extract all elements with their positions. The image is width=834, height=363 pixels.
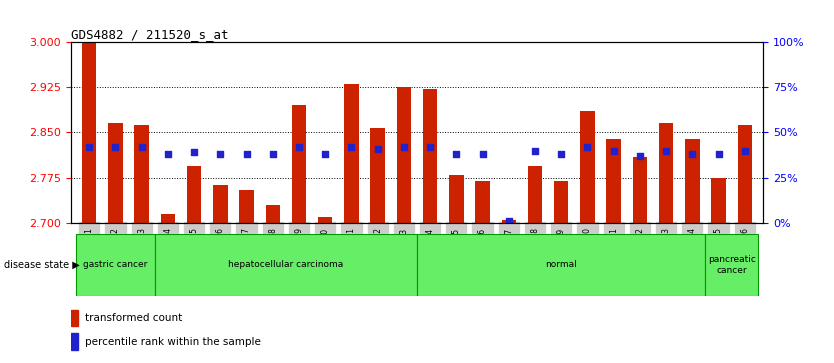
Text: pancreatic
cancer: pancreatic cancer	[708, 255, 756, 275]
Bar	[633, 157, 647, 223]
Text: percentile rank within the sample: percentile rank within the sample	[85, 337, 260, 347]
Bar	[71, 333, 78, 350]
Point	[660, 148, 673, 154]
Bar	[450, 175, 464, 223]
Point	[738, 148, 751, 154]
Bar	[318, 217, 333, 223]
Point	[188, 150, 201, 155]
Point	[450, 151, 463, 157]
Bar	[397, 87, 411, 223]
Bar	[214, 185, 228, 223]
Bar	[134, 125, 149, 223]
Bar	[501, 220, 516, 223]
Bar	[292, 105, 306, 223]
Bar	[475, 181, 490, 223]
Point	[476, 151, 490, 157]
Text: disease state ▶: disease state ▶	[4, 260, 80, 270]
Bar	[606, 139, 620, 223]
Point	[555, 151, 568, 157]
Point	[607, 148, 620, 154]
Point	[580, 144, 594, 150]
Point	[214, 151, 227, 157]
Point	[266, 151, 279, 157]
Point	[161, 151, 174, 157]
Point	[83, 144, 96, 150]
Bar	[161, 214, 175, 223]
Point	[502, 219, 515, 224]
Bar	[711, 178, 726, 223]
Point	[344, 144, 358, 150]
Point	[397, 144, 410, 150]
Text: transformed count: transformed count	[85, 313, 182, 323]
Point	[528, 148, 541, 154]
Bar	[685, 139, 700, 223]
Bar	[344, 84, 359, 223]
Point	[371, 146, 384, 152]
Text: normal: normal	[545, 261, 577, 269]
Bar	[76, 234, 155, 296]
Point	[712, 151, 726, 157]
Bar	[108, 123, 123, 223]
Bar	[554, 181, 569, 223]
Point	[686, 151, 699, 157]
Point	[108, 144, 122, 150]
Bar	[187, 166, 201, 223]
Bar	[82, 42, 97, 223]
Bar	[417, 234, 706, 296]
Text: hepatocellular carcinoma: hepatocellular carcinoma	[229, 261, 344, 269]
Bar	[423, 89, 437, 223]
Bar	[659, 123, 673, 223]
Bar	[370, 128, 384, 223]
Text: GDS4882 / 211520_s_at: GDS4882 / 211520_s_at	[71, 28, 229, 41]
Bar	[528, 166, 542, 223]
Bar	[580, 111, 595, 223]
Point	[135, 144, 148, 150]
Bar	[155, 234, 417, 296]
Bar	[737, 125, 752, 223]
Point	[319, 151, 332, 157]
Bar	[239, 190, 254, 223]
Bar	[71, 310, 78, 326]
Bar	[706, 234, 758, 296]
Bar	[265, 205, 280, 223]
Point	[633, 153, 646, 159]
Text: gastric cancer: gastric cancer	[83, 261, 148, 269]
Point	[293, 144, 306, 150]
Point	[240, 151, 254, 157]
Point	[424, 144, 437, 150]
